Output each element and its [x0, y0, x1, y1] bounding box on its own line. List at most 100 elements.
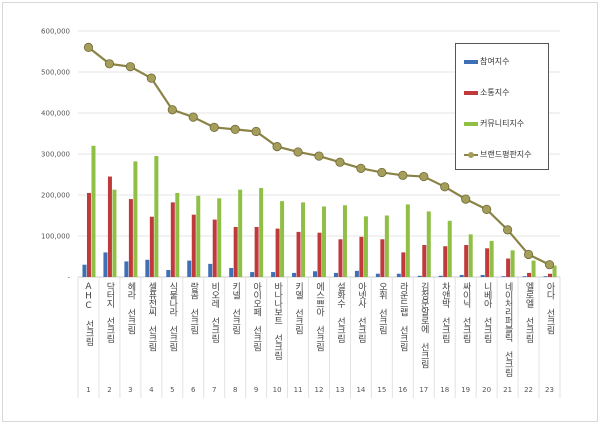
category-label: 아다 선크림: [544, 282, 555, 334]
line-point-20: [482, 204, 492, 214]
bar-3-2: [112, 189, 117, 277]
bar-2-1: [86, 192, 91, 277]
category-label: 차앤박 선크림: [439, 282, 450, 343]
legend-swatch: [464, 151, 478, 158]
bar-3-5: [175, 192, 180, 277]
line-point-15: [377, 167, 387, 178]
y-tick-label: 600,000: [41, 28, 70, 36]
line-point-2: [104, 59, 115, 69]
category-number: 15: [377, 386, 387, 394]
bar-2-6: [191, 214, 196, 277]
category-label: 비오레 선크림: [209, 282, 220, 343]
bar-1-13: [333, 272, 338, 277]
legend-item: 소통지수: [464, 87, 509, 98]
bar-2-15: [380, 239, 385, 277]
line-point-23: [544, 260, 555, 270]
line-point-12: [314, 151, 324, 161]
category-label: 키넬 선크림: [230, 282, 241, 334]
category-number: 12: [314, 386, 324, 394]
category-number: 4: [149, 386, 154, 394]
bar-1-12: [313, 271, 317, 277]
bar-1-3: [124, 261, 129, 277]
category-number: 7: [211, 386, 217, 394]
bar-3-12: [322, 206, 326, 277]
category-label: 엘로엘 선크림: [523, 282, 534, 343]
legend-swatch: [464, 90, 478, 95]
line-point-21: [503, 225, 513, 235]
line-point-13: [335, 157, 345, 167]
legend-item: 커뮤니티지수: [464, 118, 524, 129]
y-tick-label: 200,000: [41, 192, 70, 200]
legend-item: 브랜드평판지수: [464, 149, 532, 160]
category-number: 17: [419, 386, 429, 394]
line-point-5: [167, 105, 177, 115]
bar-2-2: [107, 176, 112, 277]
line-point-4: [146, 73, 156, 83]
legend-item: 참여지수: [464, 56, 509, 67]
category-number: 3: [128, 386, 133, 394]
bar-1-22: [522, 276, 527, 277]
category-number: 1: [86, 386, 91, 394]
bar-2-11: [296, 231, 301, 277]
category-number: 21: [503, 386, 513, 394]
bar-2-12: [317, 232, 322, 277]
bar-1-20: [480, 274, 485, 277]
category-number: 23: [545, 386, 554, 394]
bar-3-18: [447, 220, 452, 277]
category-label: 아넷사 선크림: [355, 282, 366, 343]
bar-2-21: [506, 258, 511, 277]
bar-3-9: [259, 188, 264, 277]
bar-3-20: [489, 240, 494, 277]
bar-2-23: [548, 273, 553, 277]
category-label: 식물나라 선크림: [167, 282, 178, 351]
line-point-9: [251, 126, 261, 137]
category-number: 9: [253, 386, 259, 394]
bar-1-14: [354, 270, 359, 277]
line-point-3: [125, 62, 135, 72]
bar-2-14: [359, 236, 364, 277]
bar-2-7: [212, 219, 217, 277]
bar-1-8: [229, 267, 234, 277]
bar-3-11: [301, 202, 306, 277]
line-point-10: [272, 142, 282, 152]
bar-2-20: [485, 248, 490, 277]
bar-2-4: [149, 216, 154, 277]
category-label: 바나나보트 선크림: [272, 282, 283, 360]
bar-1-5: [166, 270, 171, 277]
bar-2-13: [338, 239, 343, 277]
bar-1-17: [417, 275, 422, 277]
bar-3-7: [217, 198, 222, 277]
bar-1-6: [187, 260, 192, 277]
bar-2-10: [275, 228, 280, 277]
category-number: 20: [482, 386, 492, 394]
bar-2-22: [527, 272, 532, 277]
category-number: 19: [461, 386, 471, 394]
bar-3-10: [280, 201, 285, 277]
bar-1-7: [208, 263, 213, 277]
bar-1-9: [250, 272, 255, 277]
bar-1-10: [271, 272, 276, 277]
category-number: 10: [272, 386, 282, 394]
category-label: 닥터지 선크림: [104, 282, 115, 343]
line-point-17: [419, 171, 429, 182]
category-label: 셀퓨전씨 선크림: [146, 282, 157, 351]
category-label: 헤라 선크림: [125, 282, 136, 334]
bar-3-15: [384, 215, 389, 277]
line-point-19: [461, 194, 471, 204]
bar-1-2: [103, 252, 108, 277]
bar-3-14: [363, 216, 368, 277]
line-point-22: [523, 249, 534, 260]
bar-1-15: [375, 273, 380, 277]
category-label: 싸이닉 선크림: [460, 282, 471, 343]
legend-swatch: [464, 59, 478, 64]
y-tick-label: 400,000: [41, 110, 70, 118]
category-number: 11: [293, 386, 303, 394]
category-label: 설화수 선크림: [334, 282, 345, 343]
category-number: 22: [524, 386, 534, 394]
bar-3-21: [510, 250, 515, 277]
line-point-14: [356, 163, 366, 173]
y-tick-label: -: [67, 274, 70, 282]
line-point-18: [440, 182, 450, 192]
